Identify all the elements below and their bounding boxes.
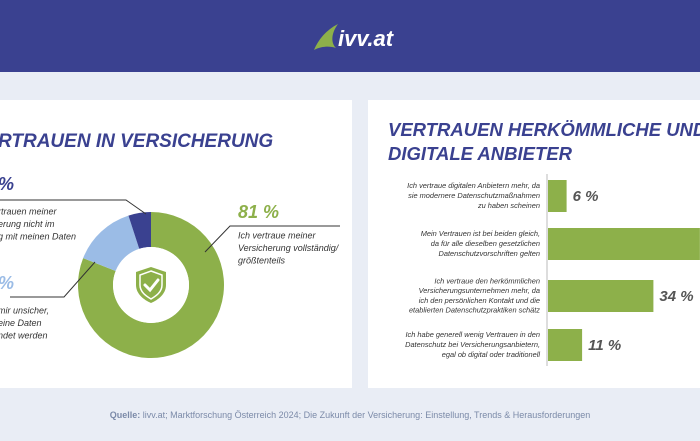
slice-label: ndet werden [0, 330, 48, 340]
category-label: zu haben scheinen [477, 201, 540, 210]
value-label: % [0, 273, 14, 293]
value-label: % [0, 174, 14, 194]
category-label: da für alle dieselben gesetzlichen [431, 239, 540, 248]
source-text: livv.at; Marktforschung Österreich 2024;… [143, 410, 591, 420]
value-label: 6 % [573, 188, 599, 205]
slice-label: Versicherung vollständig/ [238, 243, 340, 253]
bar [548, 280, 654, 312]
donut-slice [78, 212, 225, 358]
category-label: egal ob digital oder traditionell [442, 350, 541, 359]
slice-label: rtrauen meiner [0, 206, 58, 216]
category-label: Ich habe generell wenig Vertrauen in den [406, 330, 541, 339]
logo: ivv.at [338, 26, 395, 51]
bar [548, 228, 700, 260]
donut-slice [128, 212, 151, 249]
category-label: etablierten Datenschutzpraktiken schätz [409, 306, 540, 315]
header-bar [0, 0, 700, 72]
leader-line [204, 225, 340, 253]
leader-line [0, 199, 147, 215]
category-label: Datenschutz bei Versicherungsanbietern, [405, 340, 540, 349]
category-label: Ich vertraue den herkömmlichen [434, 276, 540, 285]
category-label: sie modernere Datenschutzmaßnahmen [408, 191, 540, 200]
bar [548, 180, 567, 212]
category-label: Datenschutzvorschriften gelten [439, 249, 540, 258]
chart-title: DIGITALE ANBIETER [388, 143, 573, 164]
slice-label: eine Daten [0, 318, 42, 328]
source: Quelle: livv.at; Marktforschung Österrei… [110, 410, 591, 420]
value-label: 34 % [659, 288, 693, 305]
value-label: 11 % [588, 337, 621, 354]
chart-title: RTRAUEN IN VERSICHERUNG [0, 131, 273, 152]
slice-label: erung nicht im [0, 219, 55, 229]
leader-line [10, 261, 96, 298]
slice-label: Ich vertraue meiner [238, 230, 317, 240]
category-label: ich den persönlichen Kontakt und die [419, 296, 540, 305]
value-label: 81 % [238, 202, 279, 222]
slice-label: g mit meinen Daten [0, 231, 76, 241]
category-label: Ich vertraue digitalen Anbietern mehr, d… [407, 181, 540, 190]
chart-title: VERTRAUEN HERKÖMMLICHE UND [388, 119, 700, 140]
category-label: Mein Vertrauen ist bei beiden gleich, [421, 229, 540, 238]
check-icon [143, 278, 160, 293]
source-label: Quelle: [110, 410, 141, 420]
slice-label: mir unsicher, [0, 305, 49, 315]
slice-label: größtenteils [238, 255, 286, 265]
shield-inner [139, 270, 163, 300]
donut-slice [83, 215, 140, 272]
logo-leaf [314, 24, 338, 50]
bar [548, 329, 583, 361]
category-label: Versicherungsunternehmen mehr, da [419, 286, 540, 295]
